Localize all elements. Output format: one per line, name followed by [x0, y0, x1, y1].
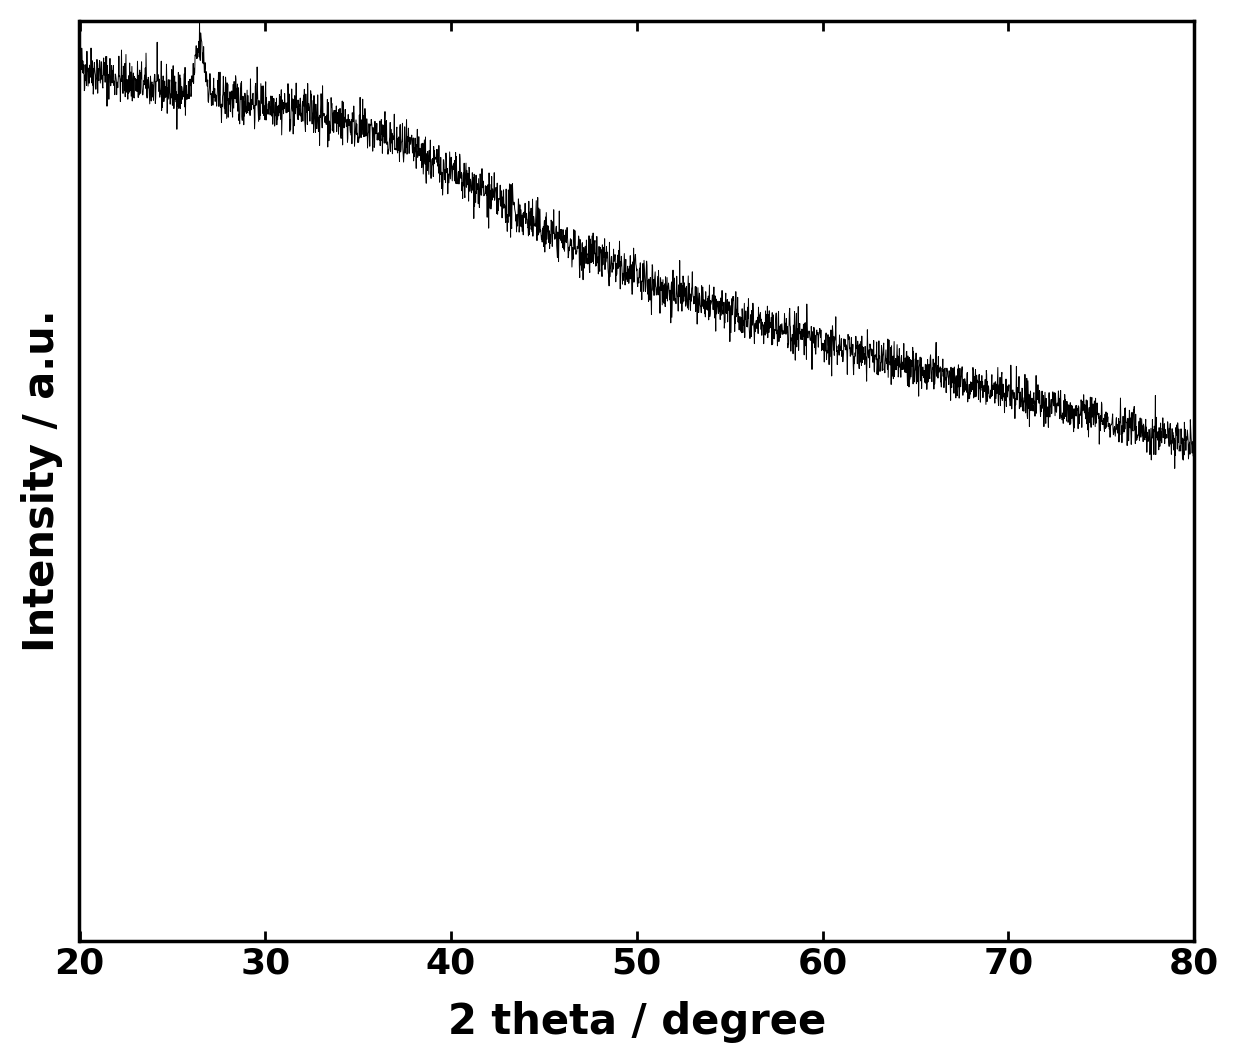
X-axis label: 2 theta / degree: 2 theta / degree: [448, 1001, 826, 1043]
Y-axis label: Intensity / a.u.: Intensity / a.u.: [21, 310, 63, 652]
